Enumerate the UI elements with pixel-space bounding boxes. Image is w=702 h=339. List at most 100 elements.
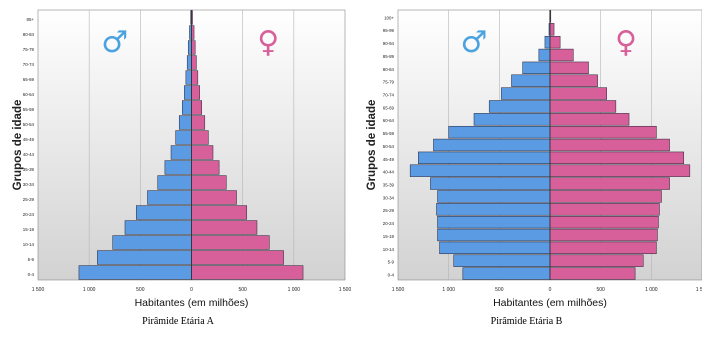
pyramid-a-female-bar (191, 250, 284, 265)
pyramid-b-y-tick-label: 75-79 (383, 80, 395, 85)
pyramid-a-y-tick-label: 60-64 (23, 92, 35, 97)
pyramid-a-x-tick-label: 1 000 (83, 287, 96, 293)
pyramid-a-y-tick-label: 40-44 (23, 152, 35, 157)
pyramid-b-y-tick-label: 60-64 (383, 118, 395, 123)
pyramid-b-y-tick-label: 55-59 (383, 131, 395, 136)
pyramid-a-panel: 1 500 1 000 500 0 500 1 000 1 500 0-4 5-9 10-14 15… (12, 9, 351, 327)
pyramid-a-female-bar (191, 115, 206, 130)
pyramid-b-male-bar (488, 100, 551, 113)
pyramid-b-y-tick-label: 70-74 (383, 93, 395, 98)
pyramid-a-chart: 1 500 1 000 500 0 500 1 000 1 500 0-4 5-9 10-14 15… (12, 9, 351, 309)
pyramid-a-male-bar (187, 40, 192, 55)
pyramid-b-male-bar (501, 87, 551, 100)
pyramid-a-y-tick-label: 25-29 (23, 197, 35, 202)
pyramid-b-x-tick-label: 1 000 (645, 287, 658, 293)
pyramid-b-female-bar (549, 125, 657, 139)
pyramid-a-male-bar (157, 175, 192, 190)
pyramid-b-male-bar (409, 164, 551, 177)
pyramid-a-y-tick-label: 35-39 (23, 167, 35, 172)
pyramid-b-y-tick-label: 95-99 (383, 28, 395, 33)
pyramid-b-male-bar (437, 215, 551, 229)
pyramid-a-female-bar (191, 220, 258, 235)
pyramid-b-y-tick-label: 100+ (384, 15, 394, 20)
pyramid-a-male-bar (184, 85, 192, 100)
pyramid-b-y-tick-label: 40-44 (383, 170, 395, 175)
pyramid-a-y-tick-label: 50-54 (23, 122, 35, 127)
pyramid-a-male-bar (112, 235, 192, 250)
pyramid-a-y-tick-label: 5-9 (28, 257, 35, 262)
pyramid-a-male-bar (97, 250, 192, 265)
pyramid-b-female-bar (549, 151, 685, 165)
pyramid-a-female-bar (191, 100, 202, 115)
pyramid-b-male-bar (436, 203, 551, 216)
pyramid-a-y-tick-label: 75-79 (23, 47, 35, 52)
pyramid-b-male-bar (437, 228, 551, 242)
pyramid-a-male-bar (182, 100, 192, 115)
pyramid-b-y-tick-label: 50-54 (383, 144, 395, 149)
pyramid-b-y-tick-label: 10-14 (383, 247, 395, 252)
pyramid-b-x-tick-label: 1 000 (442, 287, 455, 293)
pyramid-b-y-tick-label: 20-24 (383, 221, 395, 226)
pyramid-a-y-tick-label: 45-49 (23, 137, 35, 142)
pyramid-b-x-axis-title: Habitantes (em milhões) (493, 297, 607, 309)
pyramid-a-y-axis-title: Grupos de idade (12, 100, 24, 191)
pyramid-a-x-tick-label: 1 500 (32, 287, 45, 293)
pyramid-b-x-tick-label: 1 500 (392, 287, 405, 293)
pyramid-b-female-bar (549, 228, 658, 242)
pyramid-a-y-tick-label: 55-59 (23, 107, 35, 112)
pyramid-a-male-bar (170, 145, 192, 160)
pyramid-b-female-bar (549, 48, 574, 62)
pyramid-b-y-tick-label: 35-39 (383, 183, 395, 188)
pyramid-b-male-bar (473, 113, 551, 126)
pyramid-a-caption: Pirâmide Etária A (142, 316, 214, 327)
pyramid-b-male-bar (418, 151, 551, 165)
pyramid-b-x-tick-label: 500 (596, 287, 605, 293)
pyramid-b-female-bar (549, 215, 659, 229)
pyramid-b-male-bar (439, 241, 551, 255)
pyramid-b-male-symbol-icon: ♂ (461, 25, 488, 60)
pyramid-a-y-tick-label: 30-34 (23, 182, 35, 187)
pyramid-a-female-bar (191, 55, 197, 70)
pyramid-b-female-bar (549, 74, 598, 87)
pyramid-a-female-bar (191, 40, 196, 55)
pyramid-a-x-tick-label: 500 (238, 287, 247, 293)
pyramid-a-female-bar (191, 145, 214, 160)
pyramid-a-x-tick-label: 1 500 (339, 287, 351, 293)
pyramid-a-x-tick-label: 0 (190, 287, 193, 293)
pyramid-b-x-tick-label: 500 (495, 287, 504, 293)
pyramid-b-y-tick-label: 30-34 (383, 195, 395, 200)
pyramid-b-male-bar (538, 48, 551, 62)
pyramid-a-y-tick-label: 70-74 (23, 62, 35, 67)
pyramid-b-female-bar (549, 87, 607, 100)
pyramid-a-female-bar (191, 160, 220, 175)
pyramid-a-x-tick-label: 1 000 (288, 287, 301, 293)
pyramid-b-female-symbol-icon: ♀ (615, 25, 637, 60)
pyramid-b-male-bar (448, 125, 551, 139)
pyramid-a-y-tick-label: 10-14 (23, 242, 35, 247)
pyramid-b-male-bar (544, 35, 551, 49)
pyramid-a-male-bar (147, 190, 192, 205)
pyramid-b-male-bar (511, 74, 551, 87)
pyramid-a-male-bar (135, 205, 192, 220)
pyramid-b-y-tick-label: 25-29 (383, 208, 395, 213)
pyramid-b-y-tick-label: 45-49 (383, 157, 395, 162)
pyramid-b-female-bar (549, 138, 670, 152)
pyramid-b-y-tick-label: 0-4 (388, 273, 395, 278)
pyramid-b-female-bar (549, 23, 555, 36)
pyramid-a-female-bar (191, 175, 227, 190)
pyramid-a-y-tick-label: 20-24 (23, 212, 35, 217)
pyramid-b-female-bar (549, 241, 657, 255)
pyramid-b-female-bar (549, 100, 617, 113)
pyramid-a-y-tick-label: 85+ (27, 17, 35, 22)
pyramid-b-y-tick-label: 85-89 (383, 54, 395, 59)
pyramid-b-x-tick-label: 0 (549, 287, 552, 293)
pyramid-b-chart: 1 500 1 000 500 0 500 1 000 1 500 0-4 5-9 10-14 15… (366, 9, 702, 309)
pyramid-b-male-bar (433, 138, 551, 152)
pyramid-a-male-bar (164, 160, 192, 175)
pyramid-b-y-tick-label: 5-9 (388, 260, 395, 265)
pyramid-b-female-bar (549, 164, 691, 177)
pyramid-a-male-bar (186, 55, 192, 70)
pyramid-a-female-bar (191, 205, 248, 220)
pyramid-b-male-bar (522, 61, 551, 75)
pyramid-a-male-bar (178, 115, 192, 130)
